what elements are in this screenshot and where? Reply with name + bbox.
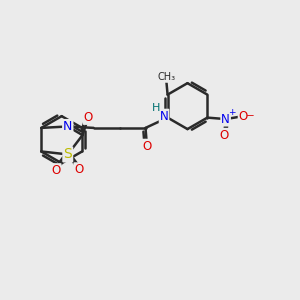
Text: H: H <box>152 103 160 113</box>
Text: O: O <box>84 111 93 124</box>
Text: O: O <box>239 110 248 123</box>
Text: O: O <box>220 129 229 142</box>
Text: +: + <box>228 108 236 117</box>
Text: O: O <box>74 163 84 176</box>
Text: N: N <box>63 120 73 133</box>
Text: O: O <box>142 140 152 153</box>
Text: −: − <box>245 110 254 121</box>
Text: CH₃: CH₃ <box>157 72 175 82</box>
Text: S: S <box>63 147 72 161</box>
Text: N: N <box>221 112 230 126</box>
Text: N: N <box>160 110 168 123</box>
Text: O: O <box>51 164 61 177</box>
